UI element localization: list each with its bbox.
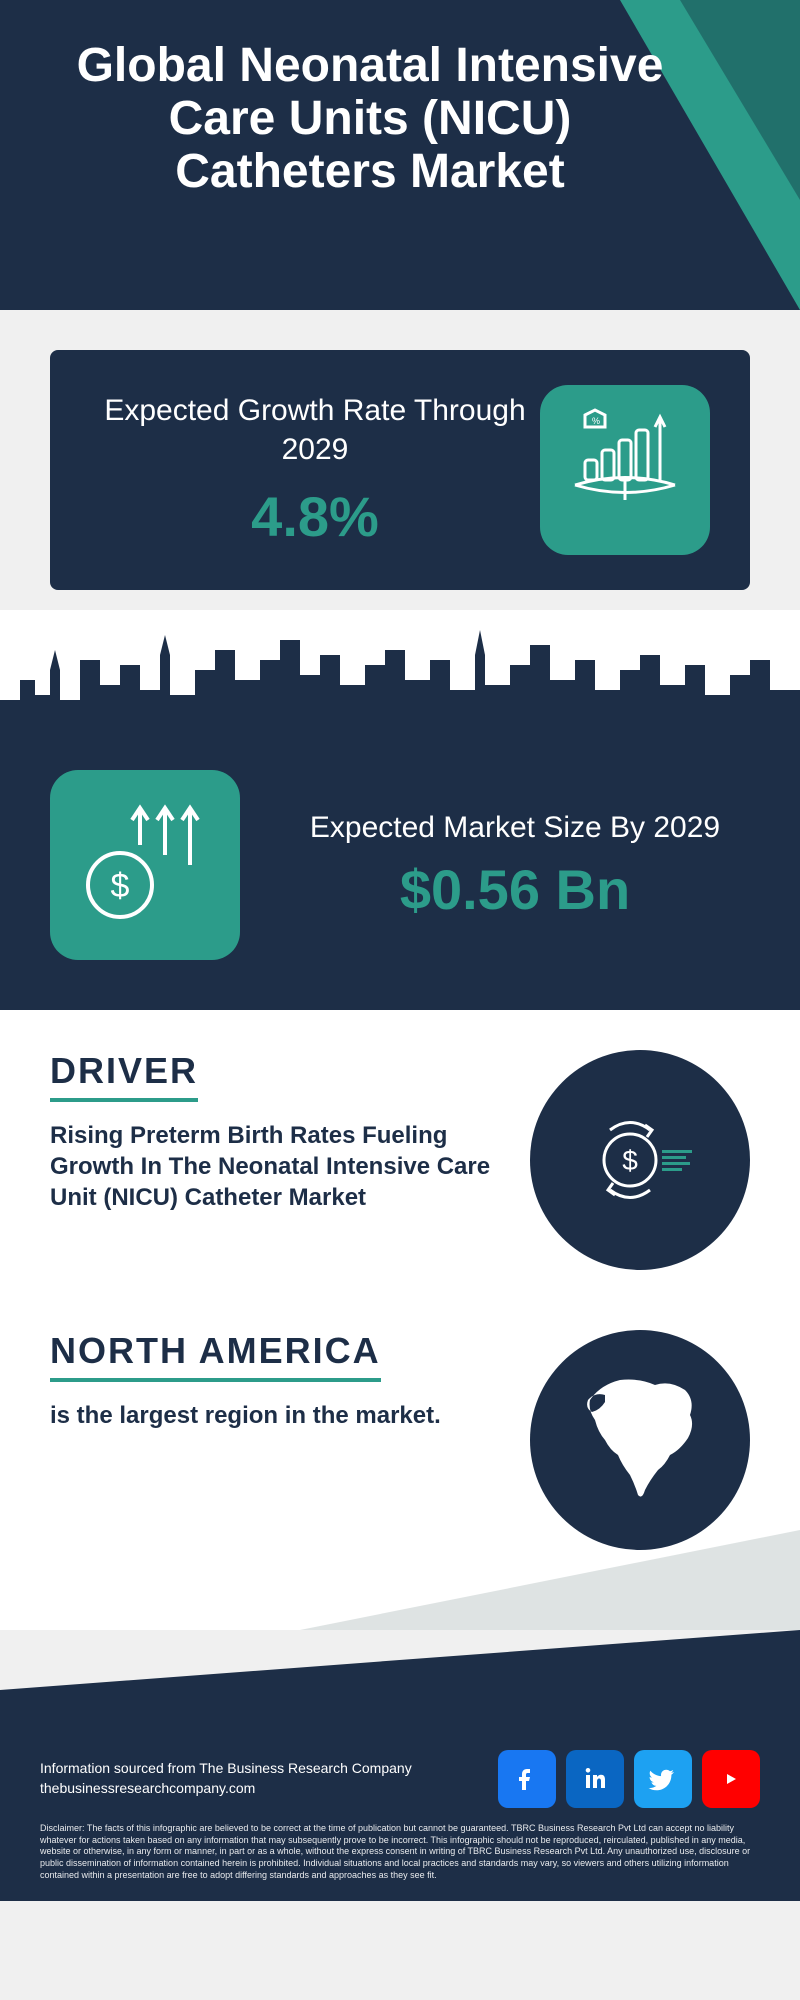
region-text-block: NORTH AMERICA is the largest region in t… [50, 1330, 500, 1431]
linkedin-icon[interactable] [566, 1750, 624, 1808]
region-section: NORTH AMERICA is the largest region in t… [0, 1290, 800, 1570]
youtube-icon[interactable] [702, 1750, 760, 1808]
footer-source: Information sourced from The Business Re… [40, 1759, 412, 1798]
region-heading: NORTH AMERICA [50, 1330, 381, 1382]
svg-text:$: $ [622, 1145, 638, 1176]
market-value: $0.56 Bn [280, 857, 750, 922]
disclaimer: Disclaimer: The facts of this infographi… [40, 1823, 760, 1881]
driver-description: Rising Preterm Birth Rates Fueling Growt… [50, 1120, 500, 1214]
header-accent-triangle-2 [680, 0, 800, 200]
growth-value: 4.8% [90, 484, 540, 549]
money-cycle-icon: $ [570, 1090, 710, 1230]
growth-rate-card: Expected Growth Rate Through 2029 4.8% % [50, 350, 750, 590]
dollar-growth-icon: $ [50, 770, 240, 960]
driver-icon-circle: $ [530, 1050, 750, 1270]
market-label: Expected Market Size By 2029 [280, 808, 750, 847]
region-icon-circle [530, 1330, 750, 1550]
footer-spacer [0, 1570, 800, 1630]
svg-text:%: % [592, 416, 600, 426]
growth-label: Expected Growth Rate Through 2029 [90, 391, 540, 469]
footer-triangle-accent [0, 1630, 800, 1690]
footer: Information sourced from The Business Re… [0, 1690, 800, 1901]
source-line-2: thebusinessresearchcompany.com [40, 1779, 412, 1799]
market-size-card: $ Expected Market Size By 2029 $0.56 Bn [0, 740, 800, 1010]
twitter-icon[interactable] [634, 1750, 692, 1808]
svg-text:$: $ [111, 867, 130, 905]
north-america-map-icon [550, 1350, 730, 1530]
market-text-block: Expected Market Size By 2029 $0.56 Bn [280, 808, 750, 922]
social-icons [498, 1750, 760, 1808]
skyline-silhouette [0, 610, 800, 740]
driver-section: DRIVER Rising Preterm Birth Rates Fuelin… [0, 1010, 800, 1290]
page-title: Global Neonatal Intensive Care Units (NI… [70, 40, 670, 198]
source-line-1: Information sourced from The Business Re… [40, 1759, 412, 1779]
infographic: Global Neonatal Intensive Care Units (NI… [0, 0, 800, 1901]
driver-heading: DRIVER [50, 1050, 198, 1102]
footer-row: Information sourced from The Business Re… [40, 1750, 760, 1808]
region-description: is the largest region in the market. [50, 1400, 500, 1431]
header: Global Neonatal Intensive Care Units (NI… [0, 0, 800, 310]
growth-text-block: Expected Growth Rate Through 2029 4.8% [90, 391, 540, 549]
driver-text-block: DRIVER Rising Preterm Birth Rates Fuelin… [50, 1050, 500, 1214]
growth-chart-icon: % [540, 385, 710, 555]
facebook-icon[interactable] [498, 1750, 556, 1808]
